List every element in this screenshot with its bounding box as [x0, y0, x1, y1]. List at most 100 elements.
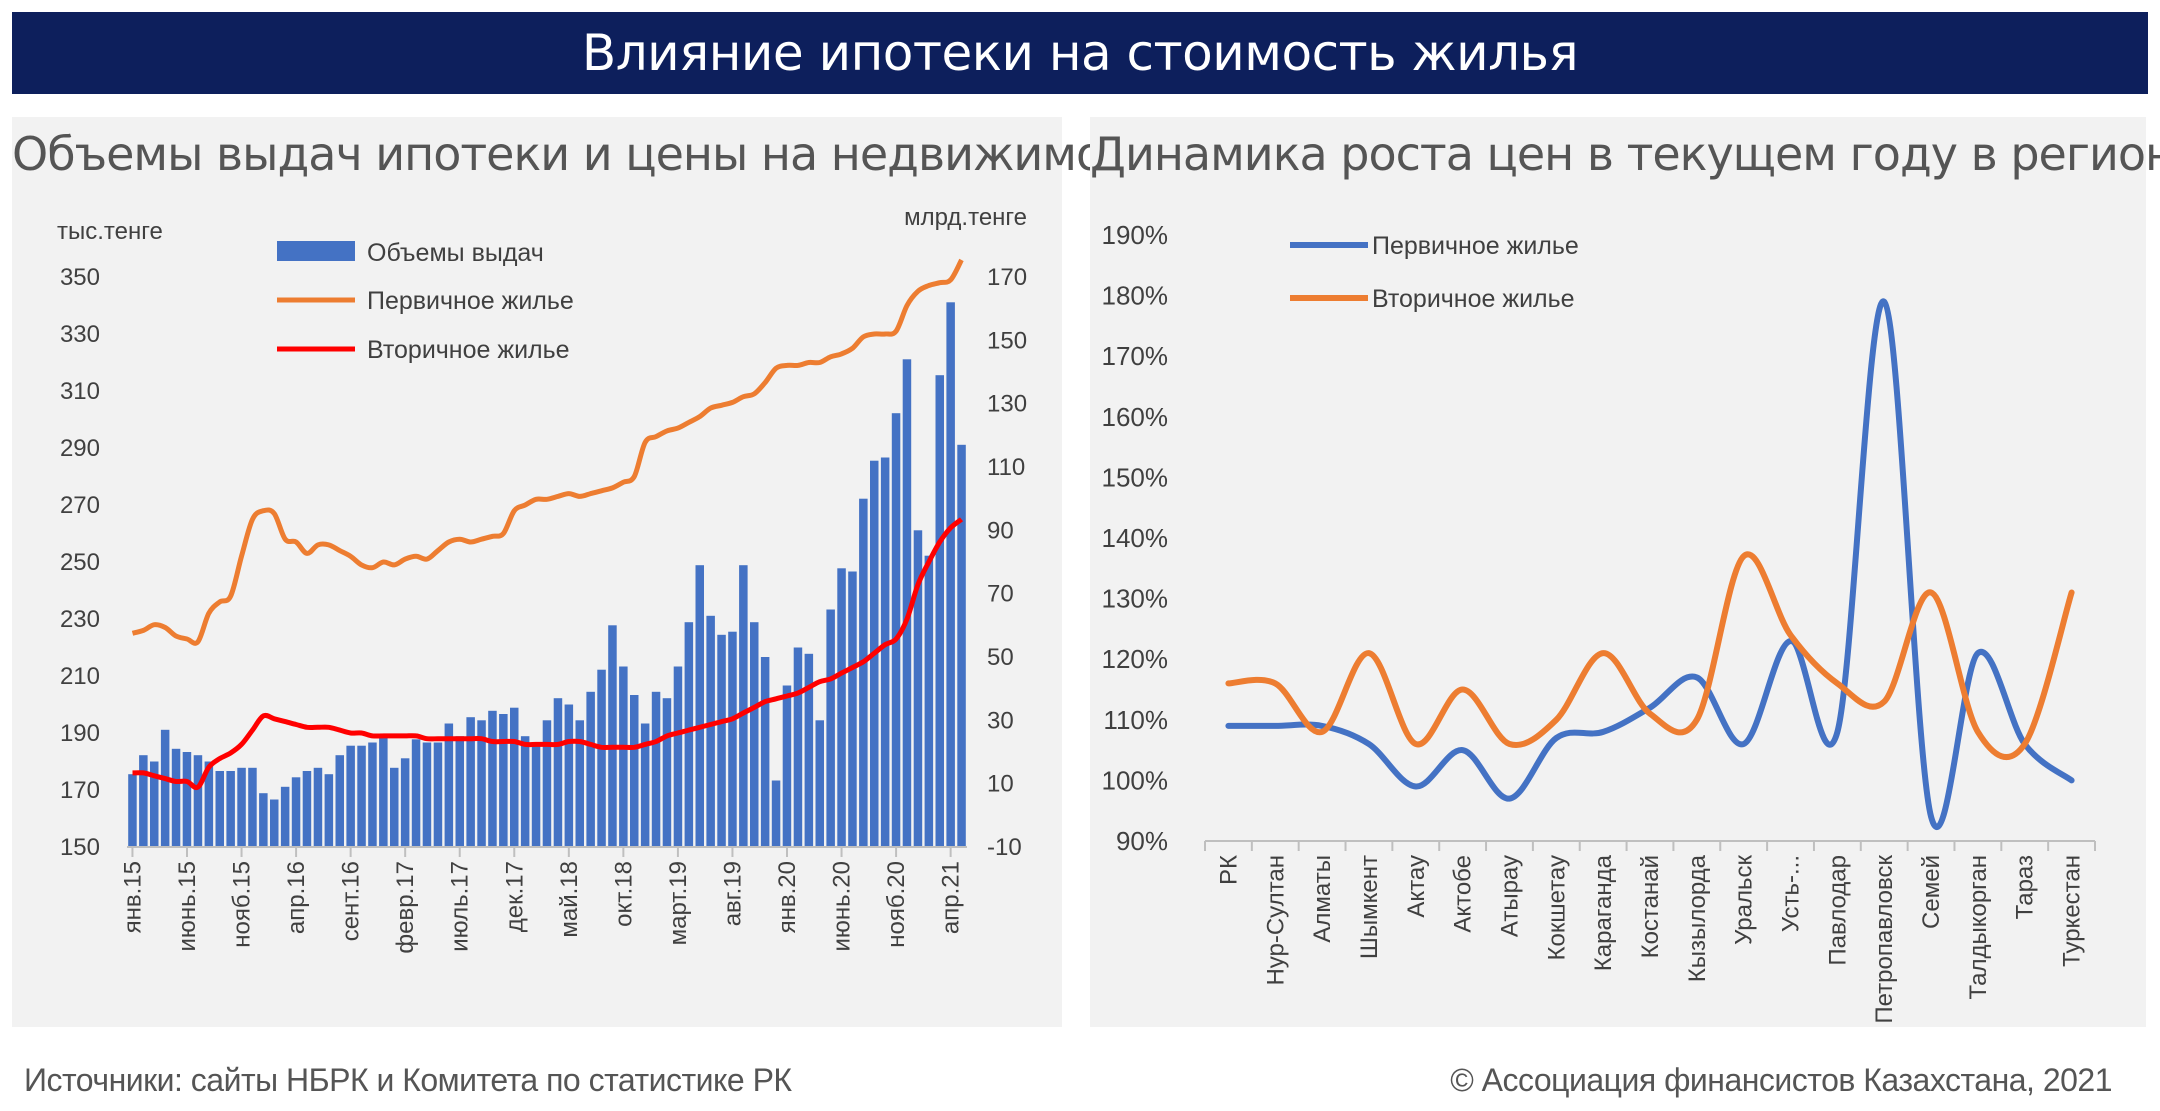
bar — [837, 568, 846, 847]
legend-label-volumes: Объемы выдач — [367, 239, 544, 267]
y-right-tick-label: -10 — [987, 834, 1022, 861]
bar — [935, 375, 944, 847]
x-tick-label: Шымкент — [1356, 855, 1383, 959]
y-tick-label: 180% — [1102, 281, 1169, 311]
chart-title-regions: Динамика роста цен в текущем году в реги… — [1090, 127, 2160, 181]
bar — [226, 771, 235, 847]
bar — [891, 413, 901, 847]
bar — [335, 755, 344, 847]
bar — [804, 653, 814, 847]
bar — [270, 799, 279, 847]
x-tick-label: Актау — [1403, 855, 1430, 918]
bar — [150, 761, 159, 847]
x-tick-label: Павлодар — [1824, 855, 1851, 966]
bar — [684, 622, 694, 847]
y-axis-right-label: млрд.тенге — [904, 204, 1027, 231]
y-left-tick-label: 170 — [60, 777, 100, 804]
x-tick-label: Нур-Султан — [1262, 855, 1289, 986]
bar — [422, 742, 432, 847]
x-tick-label: Актобе — [1450, 855, 1477, 933]
y-left-tick-label: 270 — [60, 492, 100, 519]
bar — [630, 695, 639, 847]
bar — [913, 530, 923, 847]
bar — [128, 774, 137, 847]
y-right-tick-label: 110 — [987, 454, 1025, 481]
x-tick-label: Талдыкорган — [1965, 855, 1992, 999]
legend-label-secondary: Вторичное жилье — [1372, 285, 1575, 313]
bar — [760, 657, 770, 847]
x-tick-label: Петропавловск — [1871, 855, 1898, 1024]
y-left-tick-label: 250 — [60, 549, 100, 576]
x-tick-label: нояб.20 — [883, 861, 910, 948]
bar — [586, 691, 595, 847]
bar — [662, 698, 672, 847]
series-line-primary-housing — [1225, 298, 2075, 830]
y-right-tick-label: 170 — [987, 264, 1027, 291]
x-tick-label: янв.20 — [774, 861, 801, 933]
y-right-tick-label: 130 — [987, 391, 1027, 418]
footer-copyright: © Ассоциация финансистов Казахстана, 202… — [1450, 1062, 2112, 1098]
series-line-primary-housing — [131, 258, 964, 646]
chart-panel-regions: Динамика роста цен в текущем году в реги… — [1090, 117, 2160, 1027]
y-tick-label: 130% — [1102, 584, 1169, 614]
bar — [499, 714, 508, 847]
bar — [750, 622, 759, 847]
bar — [215, 771, 224, 847]
y-right-tick-label: 150 — [987, 327, 1027, 354]
y-right-tick-label: 10 — [987, 771, 1014, 798]
bar — [717, 634, 726, 847]
legend-label-primary: Первичное жилье — [1372, 232, 1579, 260]
bar — [651, 691, 661, 847]
chart-title-mortgage: Объемы выдач ипотеки и цены на недвижимо… — [12, 127, 1180, 181]
bar — [313, 767, 323, 847]
bar — [302, 771, 312, 847]
x-tick-label: Семей — [1918, 855, 1945, 929]
bar — [924, 555, 934, 847]
x-tick-label: Кызылорда — [1684, 854, 1711, 982]
bar — [793, 647, 803, 847]
x-tick-label: февр.17 — [392, 861, 419, 954]
bar — [488, 710, 497, 847]
bar — [182, 752, 192, 847]
bar — [193, 755, 203, 847]
bar — [564, 704, 574, 847]
y-left-tick-label: 230 — [60, 606, 100, 633]
bar — [455, 736, 464, 847]
chart-regional-prices: 190% 180% 170% 160% 150% 140% 130% 120% 110% 100%… — [1102, 220, 2096, 1024]
x-tick-label: апр.21 — [938, 861, 965, 934]
bar — [597, 669, 606, 847]
series-line-secondary-housing — [132, 517, 964, 791]
y-left-tick-label: 330 — [60, 321, 100, 348]
bar — [291, 777, 301, 847]
x-tick-label: сент.16 — [338, 861, 365, 941]
x-tick-label: Туркестан — [2059, 855, 2086, 967]
y-right-tick-label: 70 — [987, 581, 1014, 608]
footer-source: Источники: сайты НБРК и Комитета по стат… — [24, 1062, 792, 1098]
bar — [160, 729, 170, 847]
y-tick-label: 170% — [1102, 341, 1169, 371]
bar — [433, 742, 443, 847]
legend-label-secondary: Вторичное жилье — [367, 336, 570, 364]
bar — [368, 742, 377, 847]
y-tick-label: 100% — [1102, 765, 1169, 795]
bar — [880, 457, 890, 847]
y-tick-label: 160% — [1102, 402, 1169, 432]
bar — [771, 780, 781, 847]
y-tick-label: 110% — [1103, 705, 1168, 735]
x-tick-label: июль.17 — [447, 861, 474, 952]
bar — [739, 565, 748, 847]
x-tick-label: Усть-... — [1778, 855, 1805, 932]
bar — [695, 565, 704, 847]
bar — [477, 720, 486, 847]
x-tick-label: дек.17 — [501, 861, 528, 932]
x-tick-label: Алматы — [1309, 855, 1336, 943]
bar — [466, 717, 475, 847]
bar — [619, 666, 628, 847]
x-tick-label: нояб.15 — [229, 861, 256, 948]
y-tick-label: 150% — [1102, 462, 1169, 492]
bar — [608, 625, 617, 847]
y-right-tick-label: 30 — [987, 707, 1014, 734]
bar — [782, 685, 792, 847]
x-tick-label: окт.18 — [610, 861, 637, 927]
y-left-tick-label: 210 — [60, 663, 100, 690]
